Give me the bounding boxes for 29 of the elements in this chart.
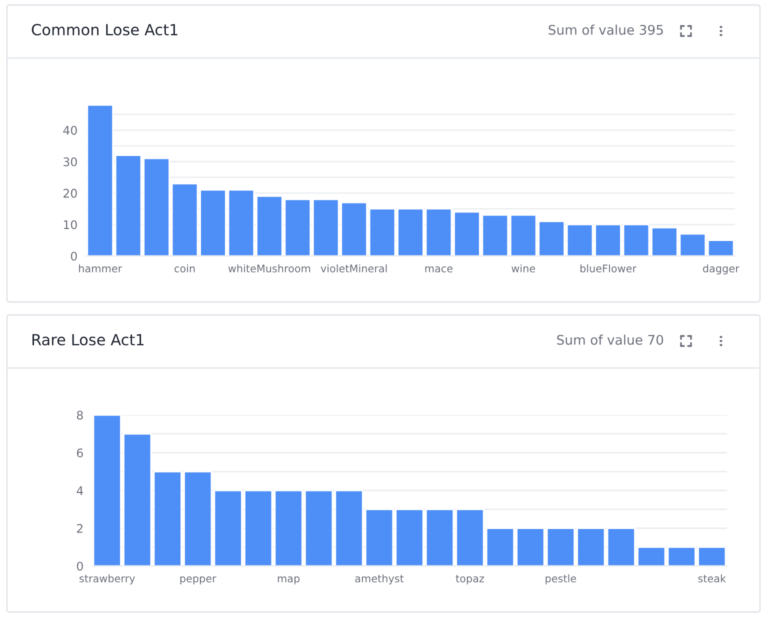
y-tick-label: 0: [70, 252, 77, 261]
y-tick-label: 4: [76, 486, 84, 495]
x-tick-label: wine: [512, 264, 536, 272]
y-tick-label: 40: [63, 126, 77, 135]
x-tick-label: whiteMushroom: [228, 264, 310, 272]
y-tick-label: 10: [64, 220, 77, 230]
text: Sum of value 70: [557, 334, 664, 345]
x-tick-label: topaz: [456, 574, 484, 584]
x-tick-label: strawberry: [80, 574, 135, 584]
y-tick-label: 6: [76, 448, 83, 458]
x-tick-label: blueFlower: [580, 264, 637, 272]
x-tick-label: amethyst: [355, 574, 404, 584]
x-tick-label: hammer: [79, 264, 122, 272]
x-tick-label: pepper: [180, 576, 216, 584]
y-tick-label: 20: [64, 188, 77, 198]
x-tick-label: map: [278, 576, 300, 584]
y-tick-label: 30: [64, 157, 77, 166]
x-tick-label: steak: [698, 574, 726, 582]
chart-title: Rare Lose Act1: [32, 334, 144, 346]
x-tick-label: mace: [425, 266, 452, 272]
x-tick-label: dagger: [703, 264, 740, 274]
text: Sum of value 395: [548, 24, 663, 35]
x-tick-label: violetMineral: [320, 264, 387, 272]
chart-title: Common Lose Act1: [32, 24, 178, 36]
x-tick-label: pestle: [546, 574, 576, 584]
y-tick-label: 2: [77, 524, 82, 533]
y-tick-label: 8: [76, 410, 83, 420]
y-tick-label: 0: [76, 562, 83, 571]
x-tick-label: coin: [174, 264, 195, 272]
